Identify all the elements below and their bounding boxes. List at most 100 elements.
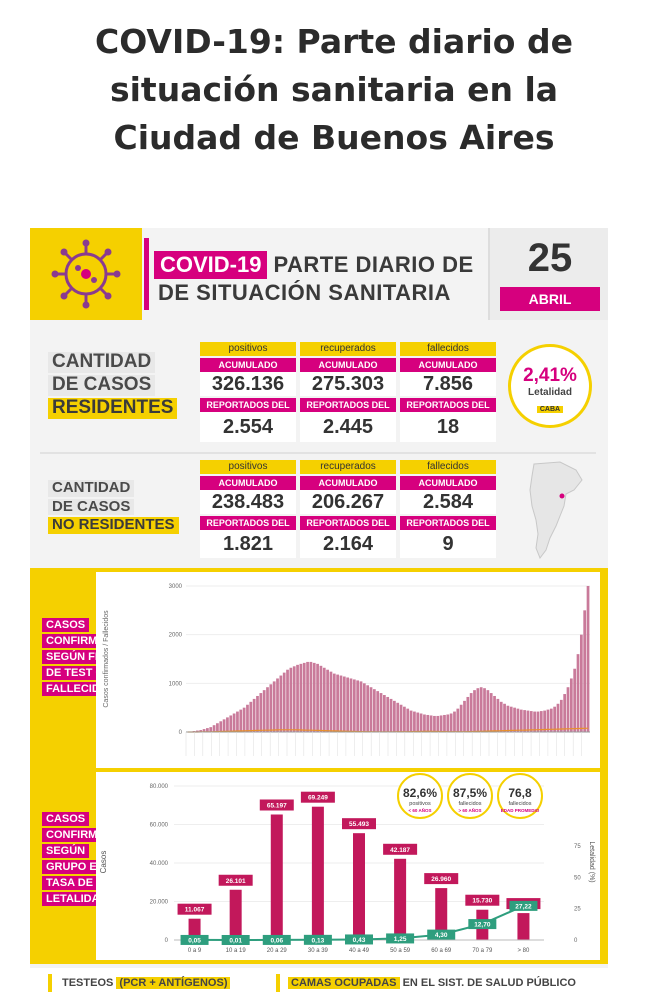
case-bar (529, 711, 533, 732)
case-bar (506, 705, 510, 732)
x-tick-label: 40 a 49 (349, 948, 370, 954)
case-bar (456, 708, 460, 732)
reportados-value: 9 (400, 530, 496, 558)
x-tick-label: 0 a 9 (188, 948, 202, 954)
infographic: COVID-19 PARTE DIARIO DE DE SITUACIÓN SA… (30, 228, 608, 997)
no-residentes-label-3: NO RESIDENTES (48, 516, 179, 534)
no-residentes-label-2: DE CASOS (48, 498, 135, 515)
age-group-svg: Casos Letalidad (%) 0 20.000 40.000 60.000 80.… (99, 773, 595, 954)
residentes-label-2: DE CASOS (48, 374, 156, 396)
case-bar (513, 707, 516, 732)
stat-bubble-label: fallecidos (509, 801, 532, 807)
case-bar (269, 684, 273, 732)
case-bar (332, 673, 336, 732)
residentes-panel: CANTIDAD DE CASOS RESIDENTES positivos A… (30, 334, 608, 450)
case-bar (516, 708, 520, 732)
age-bar (229, 889, 242, 940)
no-residentes-label-1: CANTIDAD (48, 479, 135, 497)
case-bar (312, 662, 316, 732)
case-bar (226, 717, 229, 732)
case-bar (479, 687, 483, 732)
case-bar (533, 711, 536, 732)
case-bar (322, 667, 326, 732)
x-tick-label: > 80 (518, 948, 531, 954)
footer-testeos-highlight: (PCR + ANTÍGENOS) (116, 977, 231, 989)
case-bar (256, 695, 259, 732)
letalidad-tag: CABA (536, 406, 564, 413)
case-bar (249, 701, 253, 732)
case-bar (246, 704, 249, 732)
case-bar (382, 695, 386, 732)
y-axis-label: Casos confirmados / Fallecidos (103, 610, 110, 708)
date-month: ABRIL (500, 287, 600, 311)
case-bar (443, 714, 446, 732)
no-residentes-fallecidos: fallecidos ACUMULADO 2.584 REPORTADOS DE… (400, 460, 496, 558)
acumulado-value: 206.267 (300, 490, 396, 514)
case-bar (239, 709, 243, 732)
no-residentes-label: CANTIDAD DE CASOS NO RESIDENTES (48, 479, 179, 536)
x-tick-label: 10 a 19 (226, 948, 247, 954)
letalidad-value-label: 0,05 (188, 937, 201, 944)
x-tick-label: 60 a 69 (431, 948, 452, 954)
acumulado-label: ACUMULADO (400, 358, 496, 372)
letalidad-label-bg (427, 929, 456, 940)
case-bar (559, 699, 563, 732)
case-bar (206, 728, 209, 732)
header-title-line-1: COVID-19 PARTE DIARIO DE (154, 250, 474, 280)
acumulado-value: 238.483 (200, 490, 296, 514)
column-caption: recuperados (300, 460, 396, 474)
case-bar (549, 708, 553, 732)
case-bar (413, 711, 416, 732)
acumulado-value: 275.303 (300, 372, 396, 396)
case-bar (446, 714, 450, 732)
column-caption: positivos (200, 460, 296, 474)
age-bar (188, 918, 201, 940)
case-bar (356, 680, 360, 732)
bar-value-label: 55.493 (349, 821, 369, 828)
case-bar (369, 687, 373, 732)
case-bar (196, 730, 199, 732)
no-residentes-positivos: positivos ACUMULADO 238.483 REPORTADOS D… (200, 460, 296, 558)
case-bar (282, 672, 286, 732)
stat-bubble-value: 82,6% (403, 786, 437, 800)
case-bar (576, 654, 580, 732)
y-tick-label: 20.000 (150, 900, 169, 906)
bar-value-label: 11.067 (185, 907, 205, 914)
bar-value-label: 26.101 (226, 878, 246, 885)
letalidad-label-bg (345, 934, 373, 945)
letalidad-value-label: 0,01 (229, 937, 242, 944)
divider (40, 452, 596, 454)
y-tick-label: 0 (179, 730, 183, 736)
reportados-label: REPORTADOS DEL DÍA (400, 398, 496, 424)
age-bar (353, 833, 365, 940)
case-bar (279, 675, 283, 732)
x-tick-label: 70 a 79 (472, 948, 493, 954)
y-tick-label: 2000 (169, 633, 183, 639)
virus-icon (51, 239, 121, 309)
case-bar (499, 701, 503, 732)
case-bar (352, 679, 356, 732)
letalidad-value-label: 0,43 (353, 937, 366, 944)
no-residentes-panel: CANTIDAD DE CASOS NO RESIDENTES positivo… (30, 456, 608, 566)
case-bar (362, 683, 366, 732)
no-residentes-recuperados: recuperados ACUMULADO 206.267 REPORTADOS… (300, 460, 396, 558)
case-bar (336, 674, 339, 732)
case-bar (503, 703, 506, 732)
bar-label-bg (383, 843, 418, 855)
case-bar (429, 715, 433, 732)
stat-bubble (397, 773, 443, 819)
case-bar (423, 714, 426, 732)
age-group-chart: Casos Letalidad (%) 0 20.000 40.000 60.000 80.… (96, 772, 600, 960)
reportados-label: REPORTADOS DEL DÍA (200, 398, 296, 424)
argentina-map-icon (529, 461, 583, 560)
letalidad-value-label: 0,13 (312, 937, 325, 944)
case-bar (242, 707, 246, 732)
y2-tick-label: 0 (574, 938, 578, 944)
reportados-value: 18 (400, 412, 496, 442)
virus-logo-box (30, 228, 142, 320)
stat-bubble-value: 76,8 (508, 786, 532, 800)
case-bar (222, 719, 226, 732)
acumulado-value: 2.584 (400, 490, 496, 514)
case-bar (212, 725, 216, 732)
bar-value-label: 15.730 (472, 898, 492, 905)
